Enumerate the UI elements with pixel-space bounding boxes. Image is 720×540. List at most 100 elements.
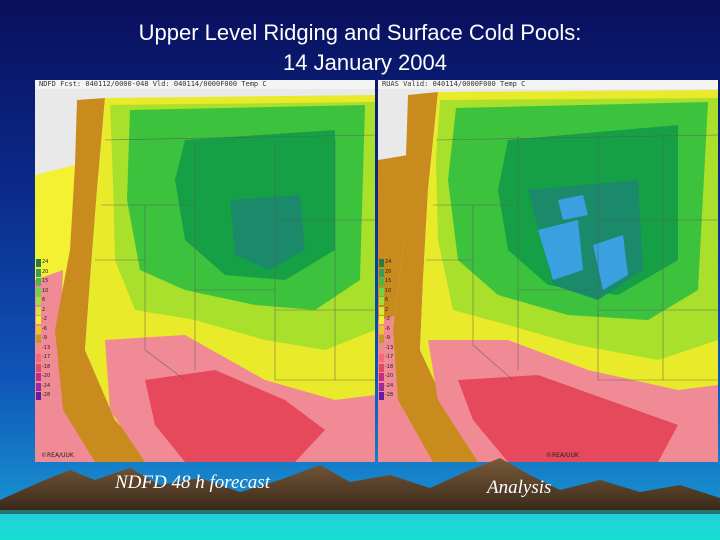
legend-label: -2 — [42, 316, 47, 322]
legend-entry: -24 — [379, 382, 393, 392]
legend-swatch — [36, 382, 41, 391]
legend-label: -9 — [385, 335, 390, 341]
legend-swatch — [379, 354, 384, 362]
legend-entry: -9 — [379, 334, 391, 344]
legend-label: 24 — [385, 259, 392, 265]
legend-swatch — [36, 287, 41, 296]
legend-swatch — [36, 325, 41, 334]
title-line-1: Upper Level Ridging and Surface Cold Poo… — [138, 20, 582, 45]
forecast-map-credit: ©REA/UUK — [41, 452, 74, 459]
legend-label: -20 — [42, 373, 51, 379]
legend-label: 15 — [42, 278, 49, 284]
legend-entry: -18 — [379, 363, 394, 373]
legend-entry: -17 — [379, 353, 394, 363]
title-line-2: 14 January 2004 — [283, 50, 447, 75]
legend-entry: 6 — [379, 296, 391, 306]
analysis-map-panel: RUAS Valid: 040114/0000F000 Temp C 24 20 1… — [378, 80, 718, 462]
legend-entry: -6 — [379, 325, 391, 335]
legend-swatch — [379, 325, 384, 334]
legend-label: -17 — [385, 354, 394, 360]
legend-swatch — [36, 297, 41, 305]
legend-label: -18 — [385, 363, 394, 370]
legend-swatch — [36, 259, 41, 267]
legend-label: 10 — [42, 287, 49, 294]
legend-label: -2 — [385, 316, 390, 322]
legend-label: 6 — [385, 297, 389, 303]
legend-label: -17 — [42, 354, 51, 360]
legend-entry: 15 — [379, 277, 391, 287]
legend-swatch — [379, 373, 384, 381]
legend-swatch — [379, 382, 384, 391]
legend-label: 20 — [42, 268, 49, 275]
legend-label: -18 — [42, 363, 51, 370]
legend-swatch — [379, 287, 384, 296]
legend-swatch — [379, 344, 384, 353]
legend-entry: -28 — [379, 391, 394, 401]
legend-swatch — [36, 268, 41, 277]
legend-entry: 10 — [36, 287, 48, 297]
legend-label: -9 — [42, 335, 47, 341]
legend-entry: -9 — [36, 334, 48, 344]
legend-label: 6 — [42, 297, 46, 303]
legend-entry: 10 — [379, 287, 391, 297]
legend-label: -28 — [42, 392, 51, 398]
legend-entry: -17 — [36, 353, 51, 363]
legend-entry: -13 — [379, 344, 394, 354]
legend-entry: 6 — [36, 296, 48, 306]
legend-swatch — [379, 297, 384, 305]
slide-title: Upper Level Ridging and Surface Cold Poo… — [0, 18, 720, 78]
forecast-temperature-map — [35, 80, 375, 462]
legend-entry: -24 — [36, 382, 51, 392]
analysis-caption: Analysis — [487, 477, 552, 498]
legend-entry: 2 — [379, 306, 391, 316]
legend-label: -24 — [42, 382, 51, 389]
legend-label: -6 — [385, 325, 390, 332]
mountain-landscape-decoration — [0, 458, 720, 540]
legend-entry: -2 — [379, 315, 391, 325]
legend-swatch — [379, 259, 384, 267]
legend-entry: 24 — [379, 258, 391, 268]
legend-swatch — [36, 392, 41, 400]
legend-entry: 2 — [36, 306, 48, 316]
legend-entry: -6 — [36, 325, 48, 335]
legend-swatch — [36, 335, 41, 343]
legend-entry: 20 — [379, 268, 391, 278]
forecast-caption: NDFD 48 h forecast — [115, 472, 270, 493]
legend-swatch — [379, 278, 384, 286]
legend-swatch — [36, 306, 41, 315]
legend-label: 15 — [385, 278, 392, 284]
legend-entry: 24 — [36, 258, 48, 268]
legend-swatch — [379, 268, 384, 277]
legend-entry: -20 — [379, 372, 394, 382]
legend-swatch — [36, 344, 41, 353]
forecast-map-header: NDFD Fcst: 040112/0000-048 Vld: 040114/0… — [35, 80, 375, 89]
forecast-color-legend: 24 20 15 10 6 2 -2 -6 -9 -13 -17 -18 -20 -24 -28 — [36, 258, 51, 401]
legend-swatch — [36, 354, 41, 362]
analysis-temperature-map — [378, 80, 718, 462]
legend-label: 24 — [42, 259, 49, 265]
legend-swatch — [36, 373, 41, 381]
legend-swatch — [379, 335, 384, 343]
legend-swatch — [36, 363, 41, 372]
legend-label: -13 — [42, 344, 51, 351]
legend-swatch — [36, 278, 41, 286]
legend-label: 20 — [385, 268, 392, 275]
legend-label: -20 — [385, 373, 394, 379]
legend-label: 2 — [385, 306, 389, 313]
forecast-map-panel: NDFD Fcst: 040112/0000-048 Vld: 040114/0… — [35, 80, 375, 462]
legend-label: 2 — [42, 306, 46, 313]
legend-swatch — [379, 363, 384, 372]
legend-label: -28 — [385, 392, 394, 398]
legend-label: -6 — [42, 325, 47, 332]
legend-label: -13 — [385, 344, 394, 351]
legend-entry: -18 — [36, 363, 51, 373]
legend-entry: -13 — [36, 344, 51, 354]
legend-entry: -2 — [36, 315, 48, 325]
legend-entry: -20 — [36, 372, 51, 382]
legend-entry: 15 — [36, 277, 48, 287]
legend-swatch — [379, 392, 384, 400]
legend-swatch — [36, 316, 41, 324]
legend-swatch — [379, 316, 384, 324]
analysis-color-legend: 24 20 15 10 6 2 -2 -6 -9 -13 -17 -18 -20 -24 -28 — [379, 258, 394, 401]
legend-label: 10 — [385, 287, 392, 294]
